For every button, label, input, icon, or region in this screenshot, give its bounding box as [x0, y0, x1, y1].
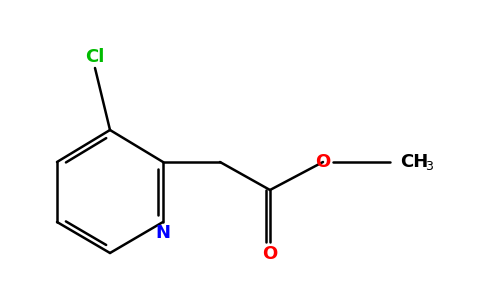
- Text: CH: CH: [400, 153, 428, 171]
- Text: Cl: Cl: [85, 48, 105, 66]
- Text: O: O: [262, 245, 278, 263]
- Text: N: N: [155, 224, 170, 242]
- Text: O: O: [316, 153, 331, 171]
- Text: 3: 3: [425, 160, 433, 173]
